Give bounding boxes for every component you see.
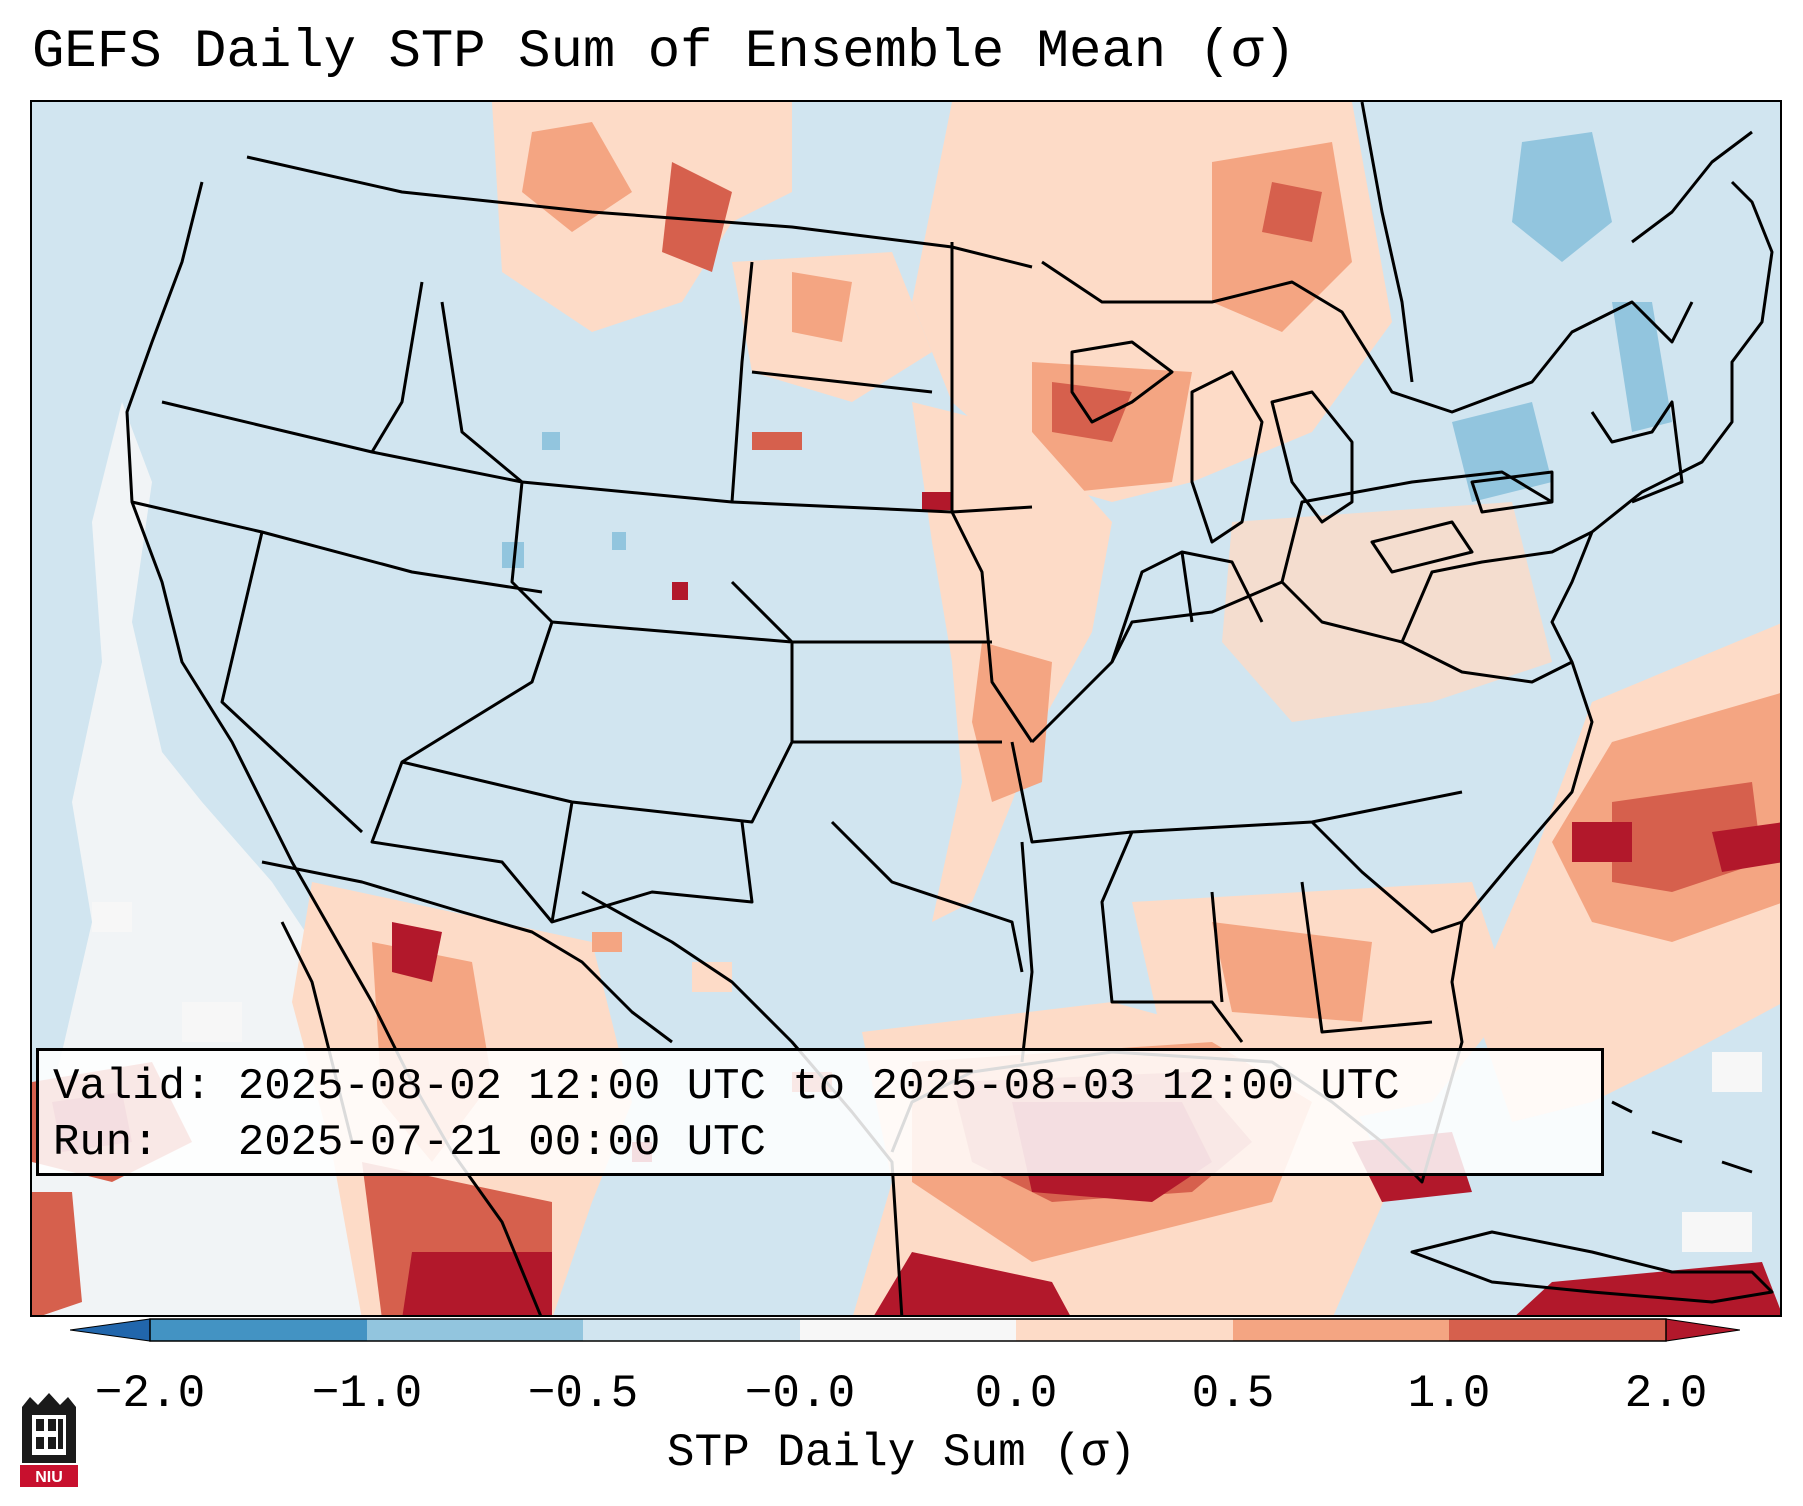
colorbar-tick: −1.0 [311,1368,423,1420]
colorbar-segment-1 [150,1319,367,1341]
colorbar-tick: −0.0 [744,1368,856,1420]
colorbar-segment-5 [1016,1319,1233,1341]
colorbar-tick: 0.5 [1191,1368,1275,1420]
colorbar-label: STP Daily Sum (σ) [666,1427,1137,1479]
colorbar-segment-3 [583,1319,800,1341]
colorbar [70,1318,1740,1342]
run-label: Run: [53,1118,159,1168]
negative-anomaly-shading [502,132,1672,568]
colorbar-tick: −2.0 [94,1368,206,1420]
colorbar-extend-low [70,1318,151,1342]
valid-value: 2025-08-02 12:00 UTC to 2025-08-03 12:00… [237,1062,1400,1112]
logo-text: NIU [35,1469,63,1486]
colorbar-segment-6 [1233,1319,1449,1341]
colorbar-segment-4 [800,1319,1016,1341]
run-value: 2025-07-21 00:00 UTC [237,1118,766,1168]
colorbar-segment-2 [367,1319,583,1341]
colorbar-tick: 2.0 [1624,1368,1708,1420]
colorbar-extend-high [1665,1318,1740,1342]
valid-label: Valid: [53,1062,212,1112]
colorbar-segment-7 [1449,1319,1666,1341]
valid-run-info-box: Valid: 2025-08-02 12:00 UTC to 2025-08-0… [36,1048,1604,1176]
page-title: GEFS Daily STP Sum of Ensemble Mean (σ) [32,22,1296,83]
colorbar-tick: 1.0 [1407,1368,1491,1420]
niu-logo-icon: NIU [20,1393,78,1487]
colorbar-tick: 0.0 [974,1368,1058,1420]
colorbar-tick: −0.5 [527,1368,639,1420]
